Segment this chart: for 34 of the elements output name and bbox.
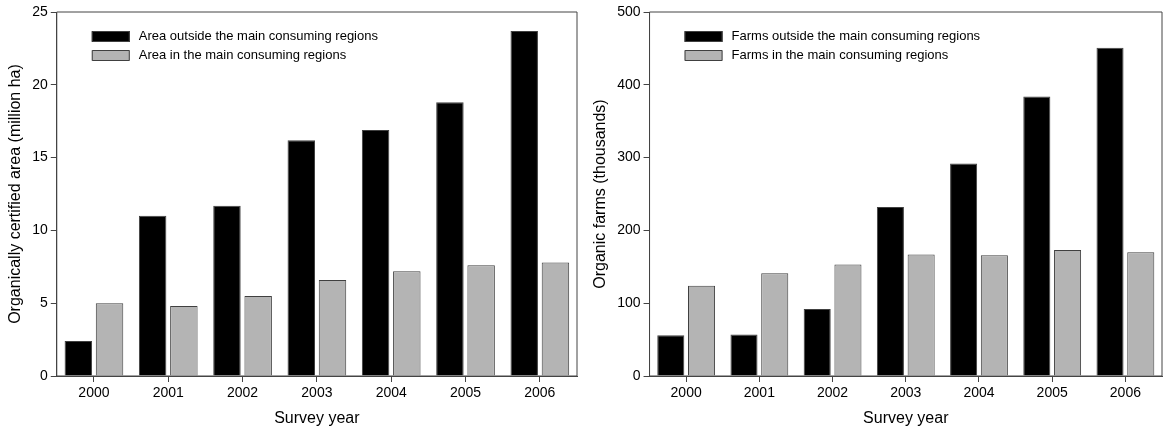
x-tick-label: 2004 xyxy=(375,384,407,401)
x-tick-label: 2000 xyxy=(670,384,702,401)
legend-label: Farms outside the main consuming regions xyxy=(731,27,981,43)
y-tick-label: 15 xyxy=(32,148,48,165)
y-tick-label: 300 xyxy=(617,148,641,165)
x-tick-label: 2003 xyxy=(890,384,922,401)
x-tick-label: 2001 xyxy=(743,384,776,401)
legend-label: Area in the main consuming regions xyxy=(138,46,347,62)
x-tick-label: 2006 xyxy=(1109,384,1142,401)
y-tick-label: 5 xyxy=(39,294,48,311)
x-tick-label: 2001 xyxy=(152,384,185,401)
y-tick-label: 25 xyxy=(32,2,48,19)
x-tick-label: 2002 xyxy=(817,384,849,401)
x-tick-label: 2003 xyxy=(301,384,333,401)
x-tick-label: 2002 xyxy=(226,384,259,401)
x-axis-title: Survey year xyxy=(274,408,361,426)
x-axis-title: Survey year xyxy=(863,408,950,426)
x-tick-label: 2006 xyxy=(524,384,556,401)
y-tick-label: 400 xyxy=(617,75,641,92)
x-tick-label: 2000 xyxy=(78,384,110,401)
y-axis-title: Organically certified area (million ha) xyxy=(6,64,24,324)
legend-label: Farms in the main consuming regions xyxy=(731,46,949,62)
legend-label: Area outside the main consuming regions xyxy=(138,27,379,43)
y-tick-label: 0 xyxy=(632,366,641,383)
y-axis-title: Organic farms (thousands) xyxy=(591,99,609,289)
y-tick-label: 20 xyxy=(32,75,48,92)
y-tick-label: 200 xyxy=(617,221,641,238)
x-tick-label: 2005 xyxy=(1036,384,1068,401)
y-tick-label: 10 xyxy=(32,221,48,238)
x-tick-label: 2005 xyxy=(449,384,482,401)
y-tick-label: 500 xyxy=(617,2,641,19)
x-tick-label: 2004 xyxy=(963,384,995,401)
y-tick-label: 100 xyxy=(617,294,641,311)
y-tick-label: 0 xyxy=(39,366,48,383)
